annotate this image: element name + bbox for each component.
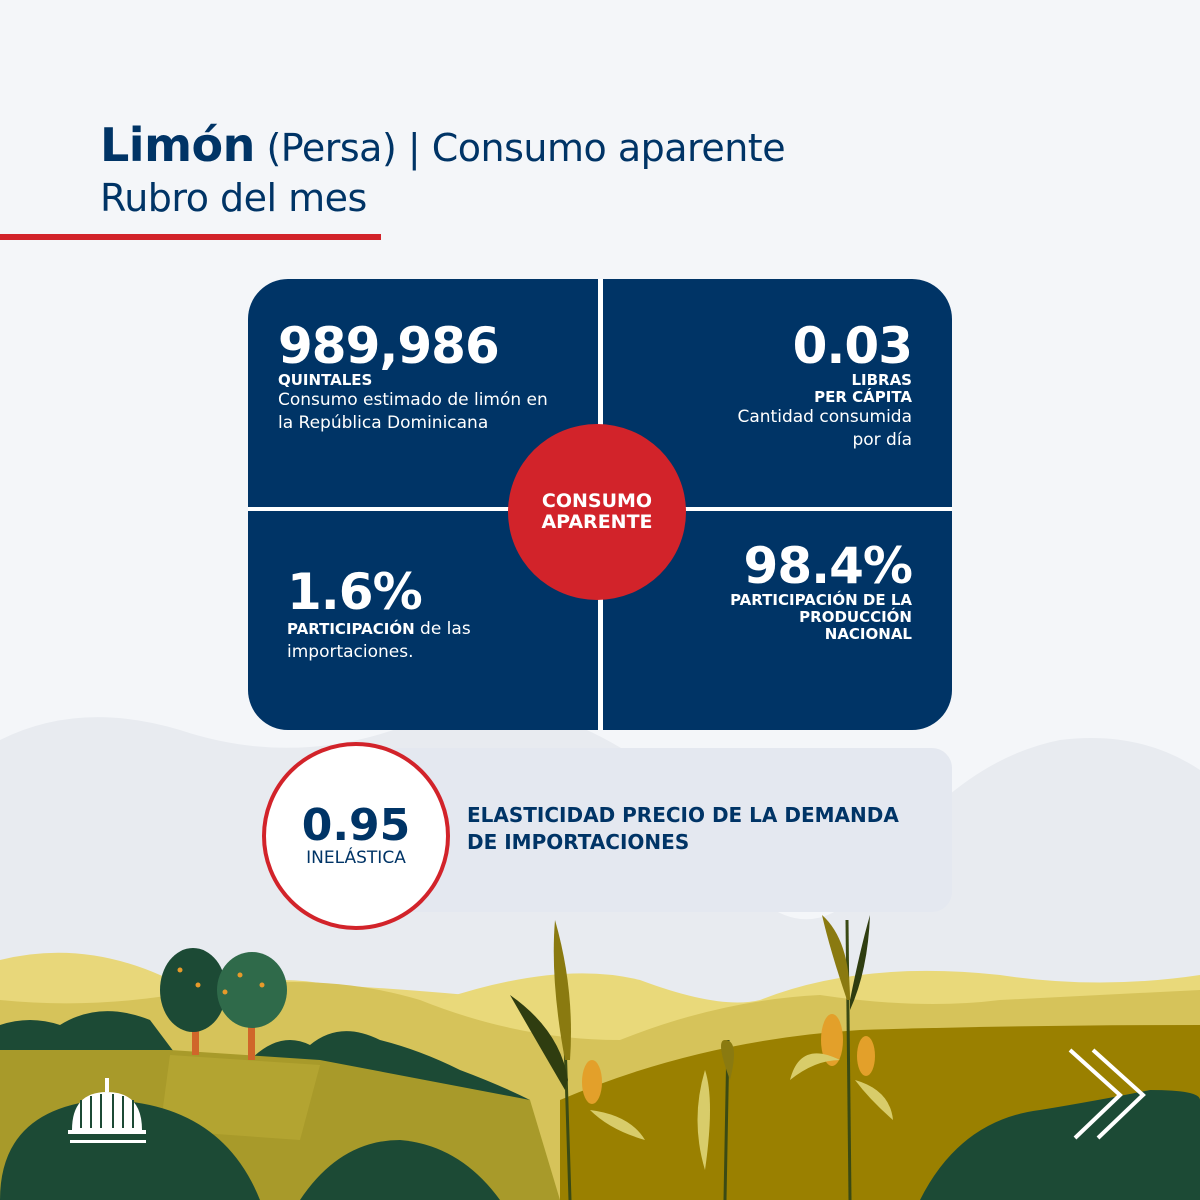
elasticity-circle: 0.95 INELÁSTICA — [262, 742, 450, 930]
quadrant-quintales: 989,986 QUINTALES Consumo estimado de li… — [278, 320, 548, 435]
product-variety: (Persa) — [266, 126, 397, 170]
page-subtitle: Rubro del mes — [100, 176, 367, 220]
page-title: Limón (Persa) | Consumo aparente — [100, 118, 786, 172]
quadrant-imports: 1.6% PARTICIPACIÓN de las importaciones. — [287, 566, 471, 664]
elasticity-title-2: DE IMPORTACIONES — [467, 830, 690, 854]
national-production-value: 98.4% — [743, 537, 913, 595]
national-production-line-1: PARTICIPACIÓN DE LA — [730, 591, 912, 609]
badge-line-1: CONSUMO — [541, 490, 653, 512]
title-underline — [0, 234, 381, 240]
imports-label-rest: de las — [414, 619, 471, 639]
quintales-desc-1: Consumo estimado de limón en — [278, 390, 548, 410]
quintales-value: 989,986 — [278, 317, 500, 375]
imports-label-2: importaciones. — [287, 642, 414, 662]
per-capita-unit-1: LIBRAS — [851, 371, 912, 389]
elasticity-title: ELASTICIDAD PRECIO DE LA DEMANDA DE IMPO… — [467, 802, 899, 856]
quintales-unit: QUINTALES — [278, 371, 373, 389]
consumo-aparente-badge: CONSUMO APARENTE — [508, 424, 686, 600]
imports-label-bold: PARTICIPACIÓN — [287, 620, 415, 638]
per-capita-value: 0.03 — [792, 317, 913, 375]
badge-line-2: APARENTE — [541, 511, 653, 533]
per-capita-unit-2: PER CÁPITA — [814, 388, 912, 406]
capitol-dome-icon — [68, 1078, 146, 1143]
national-production-line-3: NACIONAL — [824, 625, 912, 643]
elasticity-value: 0.95 — [301, 800, 411, 851]
elasticity-classification: INELÁSTICA — [306, 848, 406, 868]
title-topic: Consumo aparente — [431, 126, 786, 170]
elasticity-title-1: ELASTICIDAD PRECIO DE LA DEMANDA — [467, 803, 899, 827]
per-capita-desc-1: Cantidad consumida — [737, 407, 913, 427]
title-separator: | — [407, 126, 421, 170]
per-capita-desc-2: por día — [852, 430, 912, 450]
quadrant-national-production: 98.4% PARTICIPACIÓN DE LA PRODUCCIÓN NAC… — [730, 537, 913, 643]
quintales-desc-2: la República Dominicana — [278, 413, 489, 433]
elasticity-panel — [380, 748, 952, 912]
national-production-line-2: PRODUCCIÓN — [799, 608, 912, 626]
product-name: Limón — [100, 118, 255, 172]
imports-value: 1.6% — [287, 563, 423, 621]
double-chevron-right-icon[interactable] — [1068, 1048, 1146, 1140]
quadrant-per-capita: 0.03 LIBRAS PER CÁPITA Cantidad consumid… — [738, 320, 913, 452]
